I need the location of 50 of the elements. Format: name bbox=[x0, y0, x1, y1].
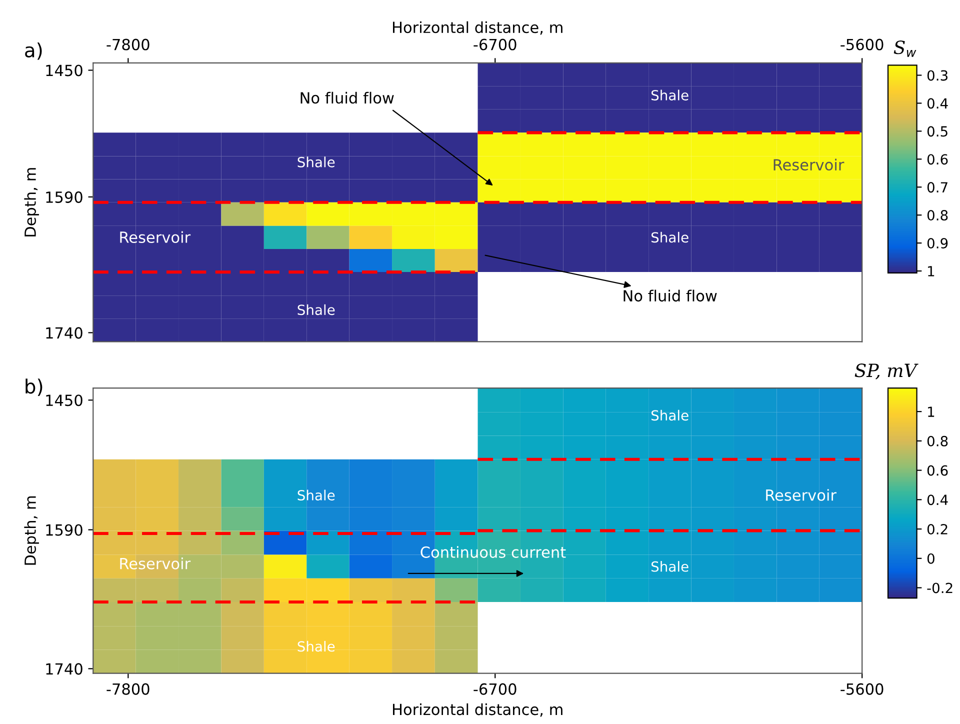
color-bar-label: 0.3 bbox=[927, 70, 948, 81]
annotation: Reservoir bbox=[120, 558, 191, 570]
x-tick-label: -5600 bbox=[840, 683, 884, 695]
color-bar-label: 1 bbox=[928, 266, 934, 276]
y-axis-title: Depth, m bbox=[24, 496, 39, 565]
y-tick-label: 1590 bbox=[46, 191, 82, 203]
annotation: Reservoir bbox=[120, 231, 191, 244]
y-tick-label: 1450 bbox=[46, 64, 82, 76]
chart-title: a) bbox=[25, 42, 42, 60]
annotation: Shale bbox=[651, 561, 688, 572]
annotation: Shale bbox=[298, 490, 335, 500]
x-tick-label: -7800 bbox=[106, 683, 150, 695]
annotation: Shale bbox=[298, 304, 335, 316]
annotation: Reservoir bbox=[766, 489, 836, 501]
annotation: Continuous current bbox=[420, 546, 566, 558]
y-tick-label: 1740 bbox=[46, 663, 82, 675]
x-tick-label: -6700 bbox=[474, 683, 516, 695]
color-bar-label: 0.9 bbox=[927, 238, 948, 248]
color-bar-label: 0.4 bbox=[927, 494, 948, 506]
color-bar-label: -0.2 bbox=[927, 582, 952, 594]
y-axis-title: Depth, m bbox=[24, 168, 39, 236]
x-tick-label: -6700 bbox=[474, 38, 516, 50]
annotation: Shale bbox=[651, 232, 688, 243]
color-bar-label: 0.4 bbox=[927, 98, 948, 109]
y-tick-label: 1450 bbox=[46, 394, 82, 406]
y-tick-label: 1740 bbox=[46, 327, 82, 339]
annotation: Shale bbox=[651, 410, 688, 421]
annotation: Shale bbox=[298, 156, 335, 168]
y-tick-label: 1590 bbox=[46, 524, 82, 536]
color-bar-label: 0.6 bbox=[927, 154, 948, 165]
color-bar-label: 0.8 bbox=[927, 436, 948, 446]
color-bar-label: 0.7 bbox=[927, 182, 948, 193]
annotation: Shale bbox=[651, 90, 688, 100]
chart-title: b) bbox=[26, 378, 42, 396]
annotation: Reservoir bbox=[774, 158, 844, 171]
color-bar-title: S$_{w}$ bbox=[894, 40, 916, 57]
annotation: Shale bbox=[298, 640, 335, 652]
color-bar-label: 0.8 bbox=[927, 210, 948, 221]
color-bar-label: 0.6 bbox=[927, 465, 948, 476]
color-bar-label: 0.2 bbox=[927, 524, 948, 534]
color-bar-label: 0.5 bbox=[927, 126, 948, 137]
x-axis-title: Horizontal distance, m bbox=[393, 21, 562, 35]
color-bar-title: SP, mV bbox=[854, 364, 918, 380]
color-bar-label: 1 bbox=[928, 406, 934, 417]
x-tick-label: -7800 bbox=[106, 38, 150, 50]
x-tick-label: -5600 bbox=[840, 38, 884, 50]
color-bar-label: 0 bbox=[927, 553, 934, 564]
annotation: No fluid flow bbox=[300, 92, 394, 104]
annotation: No fluid flow bbox=[624, 290, 717, 302]
x-axis-title: Horizontal distance, m bbox=[393, 703, 562, 717]
